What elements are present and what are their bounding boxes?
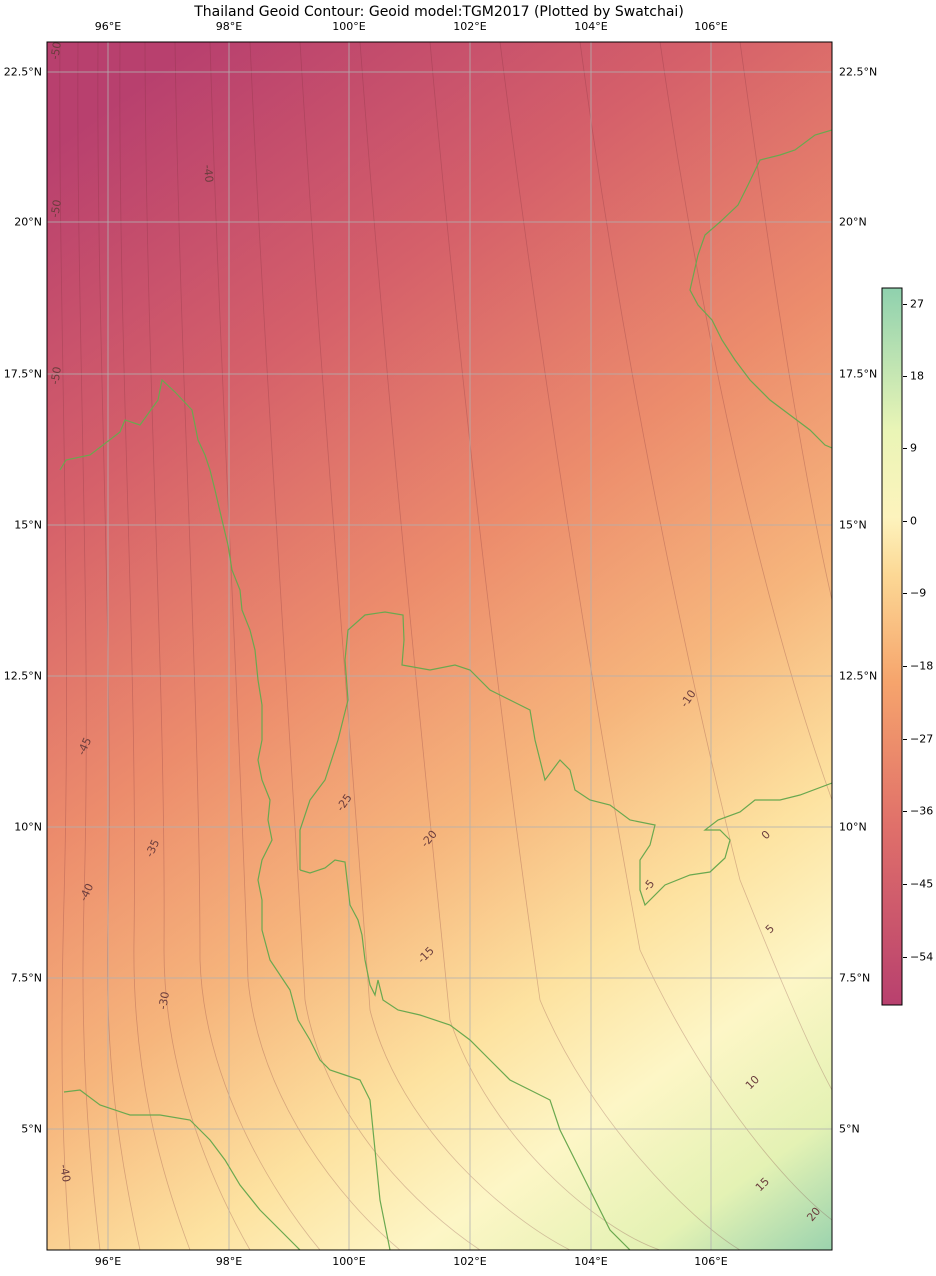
lat-tick-left-12-5: 12.5°N — [3, 669, 42, 683]
lat-tick-right-22-5: 22.5°N — [839, 65, 878, 79]
colorbar-tick — [903, 811, 907, 812]
colorbar-tick — [903, 376, 907, 377]
lat-tick-left-15: 15°N — [14, 518, 42, 532]
lon-tick-bottom-98: 98°E — [215, 1255, 243, 1268]
colorbar-label-27: 27 — [910, 297, 924, 311]
lat-tick-right-10: 10°N — [839, 820, 867, 834]
colorbar-tick — [903, 448, 907, 449]
lon-tick-bottom-96: 96°E — [94, 1255, 122, 1268]
colorbar-label-minus-54: −54 — [910, 950, 934, 964]
grid-lines — [47, 42, 832, 1250]
colorbar-label-minus-45: −45 — [910, 877, 934, 891]
geoid-surface — [47, 42, 832, 1250]
lat-tick-right-15: 15°N — [839, 518, 867, 532]
lat-tick-right-12-5: 12.5°N — [839, 669, 878, 683]
colorbar-label-minus-18: −18 — [910, 659, 934, 673]
lon-tick-top-106: 106°E — [694, 20, 728, 33]
lon-tick-bottom-106: 106°E — [694, 1255, 728, 1268]
lat-tick-right-20: 20°N — [839, 215, 867, 229]
lon-tick-top-104: 104°E — [574, 20, 608, 33]
colorbar-label-18: 18 — [910, 369, 924, 383]
map-frame — [46, 41, 833, 1251]
lon-tick-top-102: 102°E — [453, 20, 487, 33]
lat-tick-right-5: 5°N — [839, 1122, 860, 1136]
contour-label: -50 — [48, 366, 64, 386]
colorbar-tick — [903, 739, 907, 740]
lat-tick-right-17-5: 17.5°N — [839, 367, 878, 381]
lon-tick-top-100: 100°E — [332, 20, 366, 33]
colorbar-label-minus-9: −9 — [910, 586, 927, 600]
lat-tick-left-22-5: 22.5°N — [3, 65, 42, 79]
colorbar-label-minus-36: −36 — [910, 804, 934, 818]
contour-label: -30 — [156, 991, 172, 1011]
colorbar-label-minus-27: −27 — [910, 732, 934, 746]
colorbar-tick — [903, 884, 907, 885]
lon-tick-top-96: 96°E — [94, 20, 122, 33]
lat-tick-left-17-5: 17.5°N — [3, 367, 42, 381]
lon-tick-top-98: 98°E — [215, 20, 243, 33]
contour-label: -40 — [57, 1163, 73, 1183]
contour-label: -50 — [48, 41, 64, 61]
lat-tick-left-5: 5°N — [21, 1122, 42, 1136]
lon-tick-bottom-104: 104°E — [574, 1255, 608, 1268]
lat-tick-right-7-5: 7.5°N — [839, 971, 871, 985]
coastlines — [59, 129, 832, 1250]
colorbar-tick — [903, 593, 907, 594]
colorbar-label-0: 0 — [910, 514, 917, 528]
geoid-contours — [59, 42, 832, 1250]
lat-tick-left-20: 20°N — [14, 215, 42, 229]
lon-tick-bottom-102: 102°E — [453, 1255, 487, 1268]
contour-label: -40 — [201, 164, 216, 183]
contour-label: -50 — [48, 199, 64, 219]
colorbar — [881, 287, 903, 1006]
colorbar-tick — [903, 957, 907, 958]
colorbar-label-9: 9 — [910, 441, 917, 455]
colorbar-tick — [903, 304, 907, 305]
lat-tick-left-7-5: 7.5°N — [10, 971, 42, 985]
lat-tick-left-10: 10°N — [14, 820, 42, 834]
colorbar-tick — [903, 666, 907, 667]
map-title: Thailand Geoid Contour: Geoid model:TGM2… — [194, 4, 684, 20]
lon-tick-bottom-100: 100°E — [332, 1255, 366, 1268]
colorbar-tick — [903, 521, 907, 522]
